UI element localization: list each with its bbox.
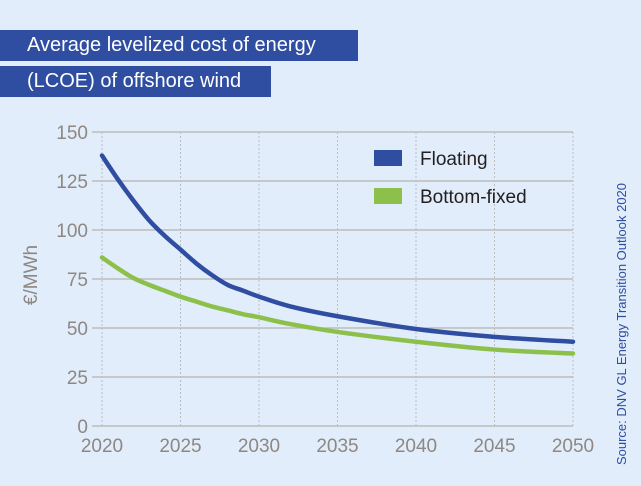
series-line-floating — [99, 153, 576, 344]
legend: Floating Bottom-fixed — [374, 149, 527, 208]
source-note: Source: DNV GL Energy Transition Outlook… — [614, 183, 629, 465]
x-tick-label: 2045 — [473, 436, 515, 457]
legend-label-bottom-fixed: Bottom-fixed — [420, 187, 527, 208]
chart-title-line2: (LCOE) of offshore wind — [27, 70, 242, 92]
y-tick-label: 50 — [67, 319, 88, 340]
y-axis-label: €/MWh — [21, 245, 42, 305]
y-tick-label: 150 — [56, 123, 88, 144]
x-tick-label: 2050 — [552, 436, 594, 457]
horizontal-gridlines — [92, 131, 573, 427]
y-tick-label: 25 — [67, 368, 88, 389]
y-tick-label: 125 — [56, 172, 88, 193]
x-tick-label: 2020 — [81, 436, 123, 457]
title-banner-line2: (LCOE) of offshore wind — [0, 66, 271, 97]
y-tick-label: 75 — [67, 270, 88, 291]
legend-swatch-bottom-fixed — [374, 188, 402, 204]
y-axis-ticks: 0 25 50 75 100 125 150 — [56, 123, 88, 438]
y-tick-label: 100 — [56, 221, 88, 242]
x-tick-label: 2035 — [316, 436, 358, 457]
y-tick-label: 0 — [77, 417, 88, 438]
series-lines — [99, 153, 576, 356]
legend-label-floating: Floating — [420, 149, 488, 170]
x-tick-label: 2040 — [395, 436, 437, 457]
x-axis-ticks: 2020 2025 2030 2035 2040 2045 2050 — [81, 436, 594, 457]
series-line-bottom-fixed — [99, 255, 576, 356]
x-tick-label: 2025 — [159, 436, 201, 457]
legend-swatch-floating — [374, 150, 402, 166]
chart-title-line1: Average levelized cost of energy — [27, 34, 316, 56]
x-tick-label: 2030 — [238, 436, 280, 457]
title-banner-line1: Average levelized cost of energy — [0, 30, 358, 61]
